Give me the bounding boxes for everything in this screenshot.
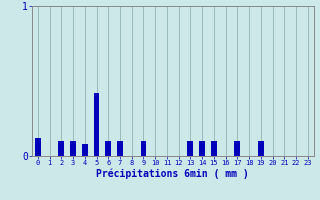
Bar xyxy=(117,141,123,156)
Bar xyxy=(35,138,41,156)
Bar xyxy=(93,93,100,156)
Bar xyxy=(140,141,147,156)
Bar xyxy=(258,141,264,156)
Bar xyxy=(235,141,240,156)
Bar xyxy=(70,141,76,156)
Bar xyxy=(105,141,111,156)
Bar xyxy=(199,141,205,156)
Bar xyxy=(82,144,88,156)
Bar xyxy=(211,141,217,156)
Bar xyxy=(59,141,64,156)
Bar xyxy=(188,141,193,156)
X-axis label: Précipitations 6min ( mm ): Précipitations 6min ( mm ) xyxy=(96,169,249,179)
